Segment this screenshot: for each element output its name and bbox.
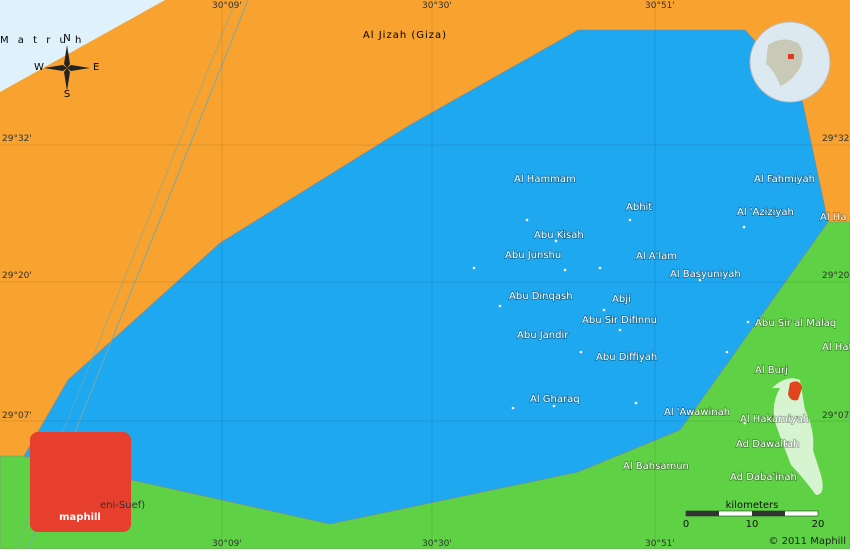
compass-n: N bbox=[63, 33, 70, 44]
settlement-dot bbox=[498, 304, 502, 308]
settlement-dot bbox=[634, 401, 638, 405]
settlement-dot bbox=[563, 268, 567, 272]
compass-s: S bbox=[64, 89, 70, 100]
place-label: Abu Junshu bbox=[505, 250, 561, 261]
place-label: Al Gharaq bbox=[530, 394, 580, 405]
region-label: Al Jizah (Giza) bbox=[363, 30, 447, 41]
lon-label: 30°51' bbox=[645, 1, 675, 11]
place-label: Al Hakamiyah bbox=[740, 414, 809, 425]
compass-rose bbox=[44, 45, 90, 91]
scale-tick: 20 bbox=[812, 519, 825, 530]
settlement-dot bbox=[746, 320, 750, 324]
lat-label: 29°20' bbox=[2, 271, 32, 281]
place-label: Abji bbox=[612, 294, 631, 305]
place-label: Al A'lam bbox=[636, 251, 677, 262]
scale-unit: kilometers bbox=[726, 500, 779, 511]
sea bbox=[0, 0, 165, 92]
place-label: Al Ha bbox=[820, 212, 846, 223]
lon-label: 30°09' bbox=[212, 1, 242, 11]
copyright: © 2011 Maphill bbox=[768, 536, 846, 547]
settlement-dot bbox=[743, 421, 747, 425]
globe-land bbox=[766, 39, 803, 86]
place-label: Al Burj bbox=[755, 365, 788, 376]
place-label: Abu Sir Difinnu bbox=[582, 315, 657, 326]
place-label: Abu Kisah bbox=[534, 230, 584, 241]
place-label: Al Hammam bbox=[514, 174, 576, 185]
settlement-dot bbox=[725, 350, 729, 354]
scale-tick: 10 bbox=[746, 519, 759, 530]
place-label: Ad Daba'inah bbox=[730, 472, 797, 483]
scale-bar-seg bbox=[686, 511, 719, 516]
settlement-dot bbox=[579, 350, 583, 354]
globe-marker bbox=[788, 54, 794, 59]
place-label: Al Basyuniyah bbox=[670, 269, 741, 280]
place-label: Abu Diffiyah bbox=[596, 352, 657, 363]
compass-w: W bbox=[34, 62, 44, 73]
place-label: Abu Sir al Malaq bbox=[755, 318, 836, 329]
lat-label: 29°20' bbox=[822, 271, 850, 281]
scale-bar-seg bbox=[752, 511, 785, 516]
lon-label: 30°51' bbox=[645, 539, 675, 549]
lon-label: 30°09' bbox=[212, 539, 242, 549]
settlement-dot bbox=[552, 404, 556, 408]
region-label: eni-Suef) bbox=[100, 500, 145, 511]
settlement-dot bbox=[472, 266, 476, 270]
settlement-dot bbox=[511, 406, 515, 410]
place-label: Abu Jandir bbox=[517, 330, 569, 341]
settlement-dot bbox=[525, 218, 529, 222]
settlement-dot bbox=[598, 266, 602, 270]
settlement-dot bbox=[628, 218, 632, 222]
lat-label: 29°07' bbox=[822, 411, 850, 421]
settlement-dot bbox=[554, 239, 558, 243]
place-label: Abhit bbox=[626, 202, 652, 213]
lon-label: 30°30' bbox=[422, 1, 452, 11]
inset-outline bbox=[772, 378, 823, 495]
settlement-dot bbox=[698, 278, 702, 282]
scale-tick: 0 bbox=[683, 519, 689, 530]
inset-highlight bbox=[788, 381, 802, 401]
settlement-dot bbox=[742, 225, 746, 229]
settlement-dot bbox=[618, 328, 622, 332]
place-label: Al Bahsamun bbox=[623, 461, 689, 472]
compass-e: E bbox=[93, 62, 99, 73]
place-label: Ad Dawaltah bbox=[736, 439, 800, 450]
place-label: Al Hafir bbox=[822, 342, 850, 353]
lat-label: 29°32' bbox=[2, 134, 32, 144]
lat-label: 29°32' bbox=[822, 134, 850, 144]
lon-label: 30°30' bbox=[422, 539, 452, 549]
logo-text: maphill bbox=[59, 512, 101, 523]
lat-label: 29°07' bbox=[2, 411, 32, 421]
place-label: Abu Dinqash bbox=[509, 291, 573, 302]
region-label: M a t r u h bbox=[0, 35, 84, 46]
settlement-dot bbox=[602, 308, 606, 312]
place-label: Al 'Awawinah bbox=[664, 407, 730, 418]
place-label: Al Fahmiyah bbox=[754, 174, 815, 185]
place-label: Al 'Aziziyah bbox=[737, 207, 794, 218]
logo-box bbox=[30, 432, 131, 532]
